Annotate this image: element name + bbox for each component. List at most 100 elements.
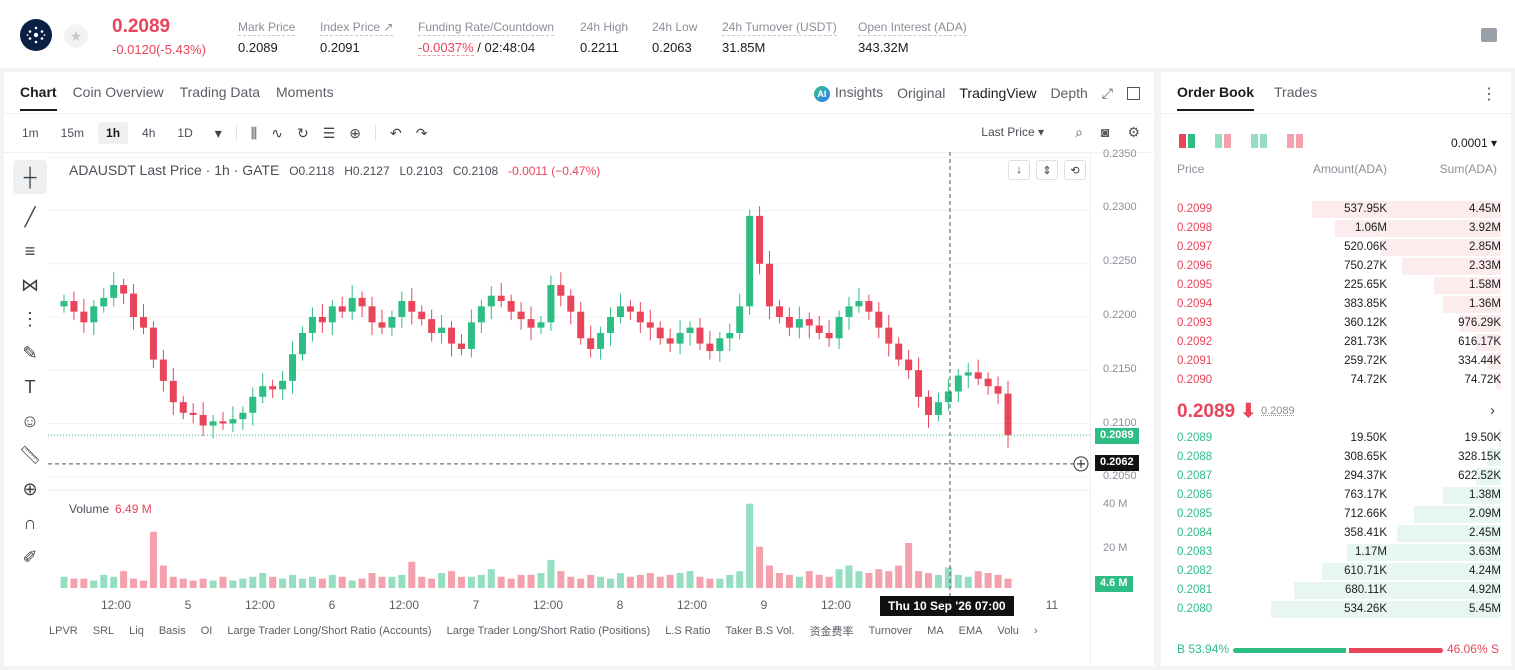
bid-row[interactable]: 0.2085 712.66K 2.09M [1161,505,1511,524]
indicator-ma[interactable]: MA [927,625,944,637]
volume-bar [159,565,167,588]
indicator-large-trader-positions[interactable]: Large Trader Long/Short Ratio (Positions… [446,625,651,637]
indicator-taker-vol[interactable]: Taker B.S Vol. [725,625,795,637]
ask-row[interactable]: 0.2099 537.95K 4.45M [1161,200,1511,219]
chevron-right-icon[interactable]: › [1490,402,1495,419]
layout-bids-icon[interactable] [1251,134,1267,148]
tradingview-button[interactable]: TradingView [959,85,1037,101]
stat-label[interactable]: Mark Price [238,20,296,36]
stat-label[interactable]: Open Interest (ADA) [858,20,967,36]
candlestick-chart[interactable] [48,152,1090,598]
indicator-srl[interactable]: SRL [92,625,115,637]
indicator-ema[interactable]: EMA [958,625,983,637]
tab-order-book[interactable]: Order Book [1177,84,1255,111]
magnet-tool-icon[interactable]: ∩ [23,513,37,533]
fib-tool-icon[interactable]: ⋮ [21,309,39,329]
indicator-funding-rate[interactable]: 资金费率 [809,626,854,638]
chevron-right-icon[interactable]: › [1033,625,1038,637]
ask-row[interactable]: 0.2093 360.12K 976.29K [1161,314,1511,333]
arrow-down-icon[interactable]: ↓ [1008,160,1030,180]
bid-row[interactable]: 0.2087 294.37K 622.52K [1161,467,1511,486]
replay-icon[interactable]: ↻ [296,124,309,141]
templates-icon[interactable]: ☰ [322,124,336,141]
ask-row[interactable]: 0.2090 74.72K 74.72K [1161,371,1511,390]
text-tool-icon[interactable]: T [24,377,36,397]
price-axis[interactable]: 0.2350 0.2300 0.2250 0.2200 0.2150 0.210… [1090,148,1154,666]
time-axis[interactable]: 12:00 5 12:00 6 12:00 7 12:00 8 12:00 9 … [48,598,1090,618]
camera-icon[interactable]: ◙ [1100,124,1110,140]
bid-row[interactable]: 0.2089 19.50K 19.50K [1161,429,1511,448]
pencil-tool-icon[interactable]: ✐ [22,547,38,567]
original-view-button[interactable]: Original [897,85,946,101]
collapse-icon[interactable]: ⇕ [1036,160,1058,180]
indicator-turnover[interactable]: Turnover [868,625,913,637]
price-type-select[interactable]: Last Price ▾ [981,125,1044,139]
precision-select[interactable]: 0.0001 ▾ [1450,136,1497,150]
indicator-liq[interactable]: Liq [129,625,144,637]
candlestick-type-icon[interactable]: ⫼ [250,124,258,141]
bid-row[interactable]: 0.2082 610.71K 4.24M [1161,562,1511,581]
timeframe-1m[interactable]: 1m [22,126,39,140]
refresh-icon[interactable]: ⟲ [1064,160,1086,180]
bid-row[interactable]: 0.2088 308.65K 328.15K [1161,448,1511,467]
indicators-icon[interactable]: ∿ [271,124,283,141]
caret-down-icon[interactable]: ▾ [214,124,222,141]
indicator-volume[interactable]: Volu [997,625,1019,637]
ask-row[interactable]: 0.2098 1.06M 3.92M [1161,219,1511,238]
timeframe-1h[interactable]: 1h [98,122,129,144]
indicator-large-trader-accounts[interactable]: Large Trader Long/Short Ratio (Accounts) [227,625,432,637]
stat-label[interactable]: 24h Turnover (USDT) [722,20,837,36]
book-icon[interactable] [1481,28,1497,42]
indicator-ls-ratio[interactable]: L.S Ratio [665,625,711,637]
tab-chart[interactable]: Chart [20,84,57,111]
more-menu-icon[interactable]: ⋮ [1481,86,1497,103]
indicator-basis[interactable]: Basis [158,625,186,637]
pattern-tool-icon[interactable]: ⋈ [21,275,39,295]
layout-both-icon[interactable] [1179,134,1195,148]
depth-bar [1460,315,1501,332]
search-icon[interactable]: ⌕ [1075,124,1083,140]
layout-asks-icon[interactable] [1287,134,1303,148]
zoom-in-tool-icon[interactable]: ⊕ [22,479,38,499]
insights-button[interactable]: AI Insights [813,84,883,102]
timeframe-4h[interactable]: 4h [142,126,156,140]
add-alert-icon[interactable]: ⊕ [349,124,361,141]
ask-row[interactable]: 0.2091 259.72K 334.44K [1161,352,1511,371]
emoji-tool-icon[interactable]: ☺ [20,411,40,431]
ask-row[interactable]: 0.2094 383.85K 1.36M [1161,295,1511,314]
ob-amount: 1.17M [1355,546,1387,558]
redo-icon[interactable]: ↷ [415,124,428,141]
depth-view-button[interactable]: Depth [1050,85,1088,101]
brush-tool-icon[interactable]: ✎ [22,343,38,363]
ask-row[interactable]: 0.2097 520.06K 2.85M [1161,238,1511,257]
bid-row[interactable]: 0.2084 358.41K 2.45M [1161,524,1511,543]
expand-icon[interactable]: ⤢ [1101,84,1113,101]
volume-bar [90,580,98,588]
window-icon[interactable] [1127,86,1140,100]
tab-trades[interactable]: Trades [1274,84,1318,100]
layout-mixed-icon[interactable] [1215,134,1231,148]
favorite-star-icon[interactable]: ★ [64,24,88,48]
horizontal-lines-tool-icon[interactable]: ≡ [24,241,36,261]
undo-icon[interactable]: ↶ [389,124,402,141]
bid-row[interactable]: 0.2081 680.11K 4.92M [1161,581,1511,600]
indicator-lpvr[interactable]: LPVR [49,625,78,637]
crosshair-tool-icon[interactable]: ┼ [13,160,47,194]
indicator-oi[interactable]: OI [200,625,213,637]
ask-row[interactable]: 0.2092 281.73K 616.17K [1161,333,1511,352]
trend-line-tool-icon[interactable]: ╱ [24,207,36,227]
tab-coin-overview[interactable]: Coin Overview [72,84,164,100]
stat-label[interactable]: Index Price ↗ [320,20,394,36]
timeframe-15m[interactable]: 15m [60,126,85,140]
ask-row[interactable]: 0.2095 225.65K 1.58M [1161,276,1511,295]
bid-row[interactable]: 0.2086 763.17K 1.38M [1161,486,1511,505]
tab-trading-data[interactable]: Trading Data [179,84,261,100]
stat-label[interactable]: Funding Rate/Countdown [418,20,555,36]
measure-tool-icon[interactable]: 📏︎ [18,445,42,465]
bid-row[interactable]: 0.2083 1.17M 3.63M [1161,543,1511,562]
ask-row[interactable]: 0.2096 750.27K 2.33M [1161,257,1511,276]
timeframe-1d[interactable]: 1D [177,126,193,140]
bid-row[interactable]: 0.2080 534.26K 5.45M [1161,600,1511,619]
gear-icon[interactable]: ⚙ [1127,124,1140,140]
tab-moments[interactable]: Moments [276,84,334,100]
